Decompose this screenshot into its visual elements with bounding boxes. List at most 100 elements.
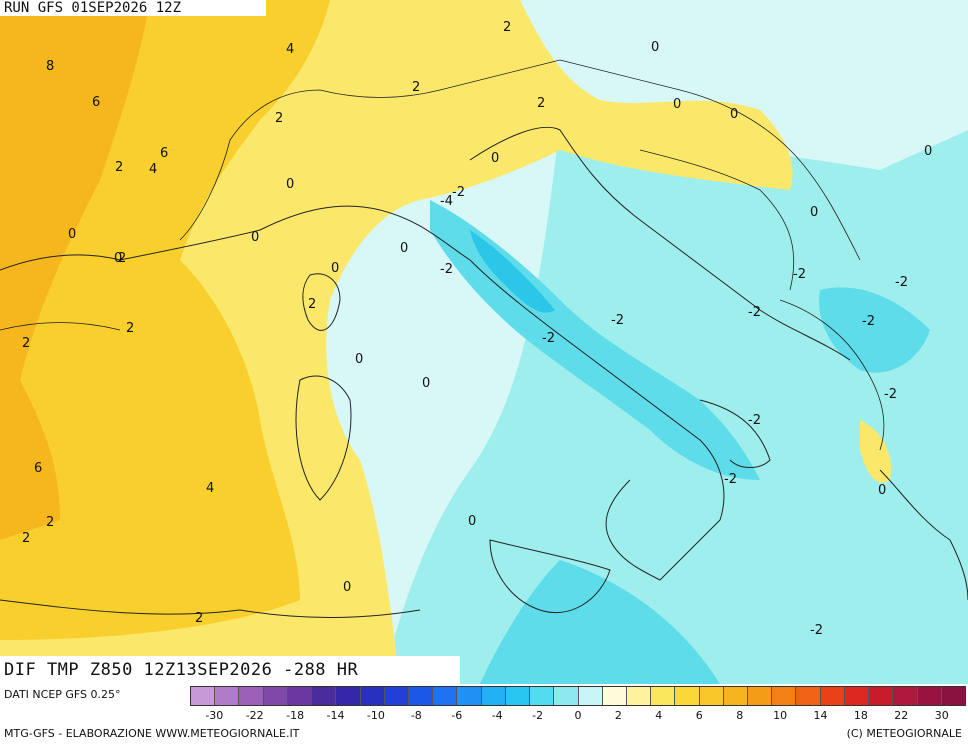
color-scale-cell	[748, 687, 773, 705]
warm-area-alps	[360, 0, 560, 104]
contour-label: 0	[730, 107, 739, 122]
color-scale-cell	[626, 687, 652, 705]
contour-label: 2	[308, 297, 317, 312]
color-scale-cell	[699, 687, 724, 705]
color-scale-tick-label: 10	[773, 709, 788, 722]
warmest-area-southwest	[0, 0, 150, 540]
color-scale-cell	[651, 687, 676, 705]
color-scale-cell	[312, 687, 337, 705]
contour-label: -2	[542, 331, 555, 346]
color-scale-tick-label: -22	[245, 709, 264, 722]
cool-area-ionian	[480, 560, 720, 684]
color-scale-tick-label: 2	[614, 709, 622, 722]
color-scale-cell	[360, 687, 385, 705]
contour-label: 6	[92, 95, 101, 110]
contour-label: -2	[895, 275, 908, 290]
color-scale-cell	[602, 687, 627, 705]
contour-label: 0	[400, 241, 409, 256]
contour-label: 2	[115, 160, 124, 175]
color-scale-tick-label: 14	[813, 709, 828, 722]
contour-label: -2	[611, 313, 624, 328]
color-scale-cell	[869, 687, 894, 705]
contour-label: 0	[673, 97, 682, 112]
contour-label: 2	[195, 611, 204, 626]
color-scale-cell	[191, 687, 216, 705]
contour-label: -2	[793, 267, 806, 282]
color-scale-ticks: -30 -22 -18 -14 -10 -8 -6 -4 -2 0 2 4 6 8 10 14 18 22 30	[190, 709, 966, 723]
contour-label: 0	[422, 376, 431, 391]
color-scale-tick-label: 0	[574, 709, 582, 722]
contour-label: 0	[491, 151, 500, 166]
color-scale-tick-label: -8	[410, 709, 422, 722]
contour-label: 4	[206, 481, 215, 496]
contour-label: 2	[118, 251, 127, 266]
coastlines	[0, 126, 968, 618]
contour-label: 8	[46, 59, 55, 74]
contour-label: -2	[748, 413, 761, 428]
color-scale-cell	[239, 687, 264, 705]
color-scale-cell	[481, 687, 506, 705]
contour-label: 6	[34, 461, 43, 476]
color-scale-tick-label: 30	[934, 709, 949, 722]
contour-label: 2	[275, 111, 284, 126]
color-scale-tick-label: -14	[326, 709, 345, 722]
color-scale-cell	[287, 687, 313, 705]
color-scale-cell	[384, 687, 409, 705]
contour-label: -2	[810, 623, 823, 638]
contour-label: 0	[810, 205, 819, 220]
contour-label: -2	[748, 305, 761, 320]
contour-label: 0	[251, 230, 260, 245]
contour-label: 4	[149, 162, 158, 177]
color-scale-cell	[772, 687, 797, 705]
color-scale-cell	[433, 687, 458, 705]
color-scale-tick-label: 8	[736, 709, 744, 722]
contour-label: 4	[286, 42, 295, 57]
map-canvas	[0, 0, 968, 684]
color-scale-cell	[917, 687, 942, 705]
temperature-anomaly-map: RUN GFS 01SEP2026 12Z 8 6 6 4 4 2 2 2 2 …	[0, 0, 968, 684]
contour-label: -4	[440, 194, 453, 209]
contour-label: 0	[878, 483, 887, 498]
color-scale-cell	[215, 687, 240, 705]
color-scale-cell	[578, 687, 603, 705]
contour-label: 0	[343, 580, 352, 595]
color-scale-bar	[190, 686, 966, 706]
color-scale-cell	[941, 687, 965, 705]
color-scale-cell	[554, 687, 579, 705]
color-scale-cell	[844, 687, 870, 705]
color-scale-cell	[408, 687, 434, 705]
color-scale-tick-label: 18	[853, 709, 868, 722]
contour-label: 0	[114, 251, 123, 266]
data-source: DATI NCEP GFS 0.25°	[4, 688, 121, 701]
run-label: RUN GFS 01SEP2026 12Z	[0, 0, 266, 16]
contour-label: 2	[126, 321, 135, 336]
color-scale-tick-label: -30	[205, 709, 224, 722]
contour-label: 2	[22, 531, 31, 546]
color-scale-tick-label: -6	[451, 709, 463, 722]
contour-label: 0	[286, 177, 295, 192]
color-scale-cell	[723, 687, 749, 705]
color-scale-cell	[796, 687, 821, 705]
contour-label: 0	[924, 144, 933, 159]
map-title: DIF TMP Z850 12Z13SEP2026 -288 HR	[0, 656, 460, 684]
warm-spot-greece	[860, 420, 891, 483]
footer-credit: MTG-GFS - ELABORAZIONE WWW.METEOGIORNALE…	[4, 727, 300, 740]
contour-label: 2	[46, 515, 55, 530]
color-scale-cell	[893, 687, 918, 705]
color-scale-cell	[675, 687, 700, 705]
color-scale-tick-label: 4	[655, 709, 663, 722]
contour-label: 0	[468, 514, 477, 529]
cool-area-balkans	[819, 287, 930, 373]
color-scale-tick-label: 6	[695, 709, 703, 722]
color-scale-cell	[336, 687, 361, 705]
contour-label: -2	[724, 472, 737, 487]
contour-label: -2	[440, 262, 453, 277]
contour-label: 2	[22, 336, 31, 351]
color-scale-tick-label: -4	[491, 709, 503, 722]
color-scale-cell	[263, 687, 288, 705]
contour-label: 2	[412, 80, 421, 95]
contour-label: 0	[651, 40, 660, 55]
contour-label: 2	[503, 20, 512, 35]
color-scale-tick-label: -10	[366, 709, 385, 722]
color-scale-tick-label: 22	[894, 709, 909, 722]
